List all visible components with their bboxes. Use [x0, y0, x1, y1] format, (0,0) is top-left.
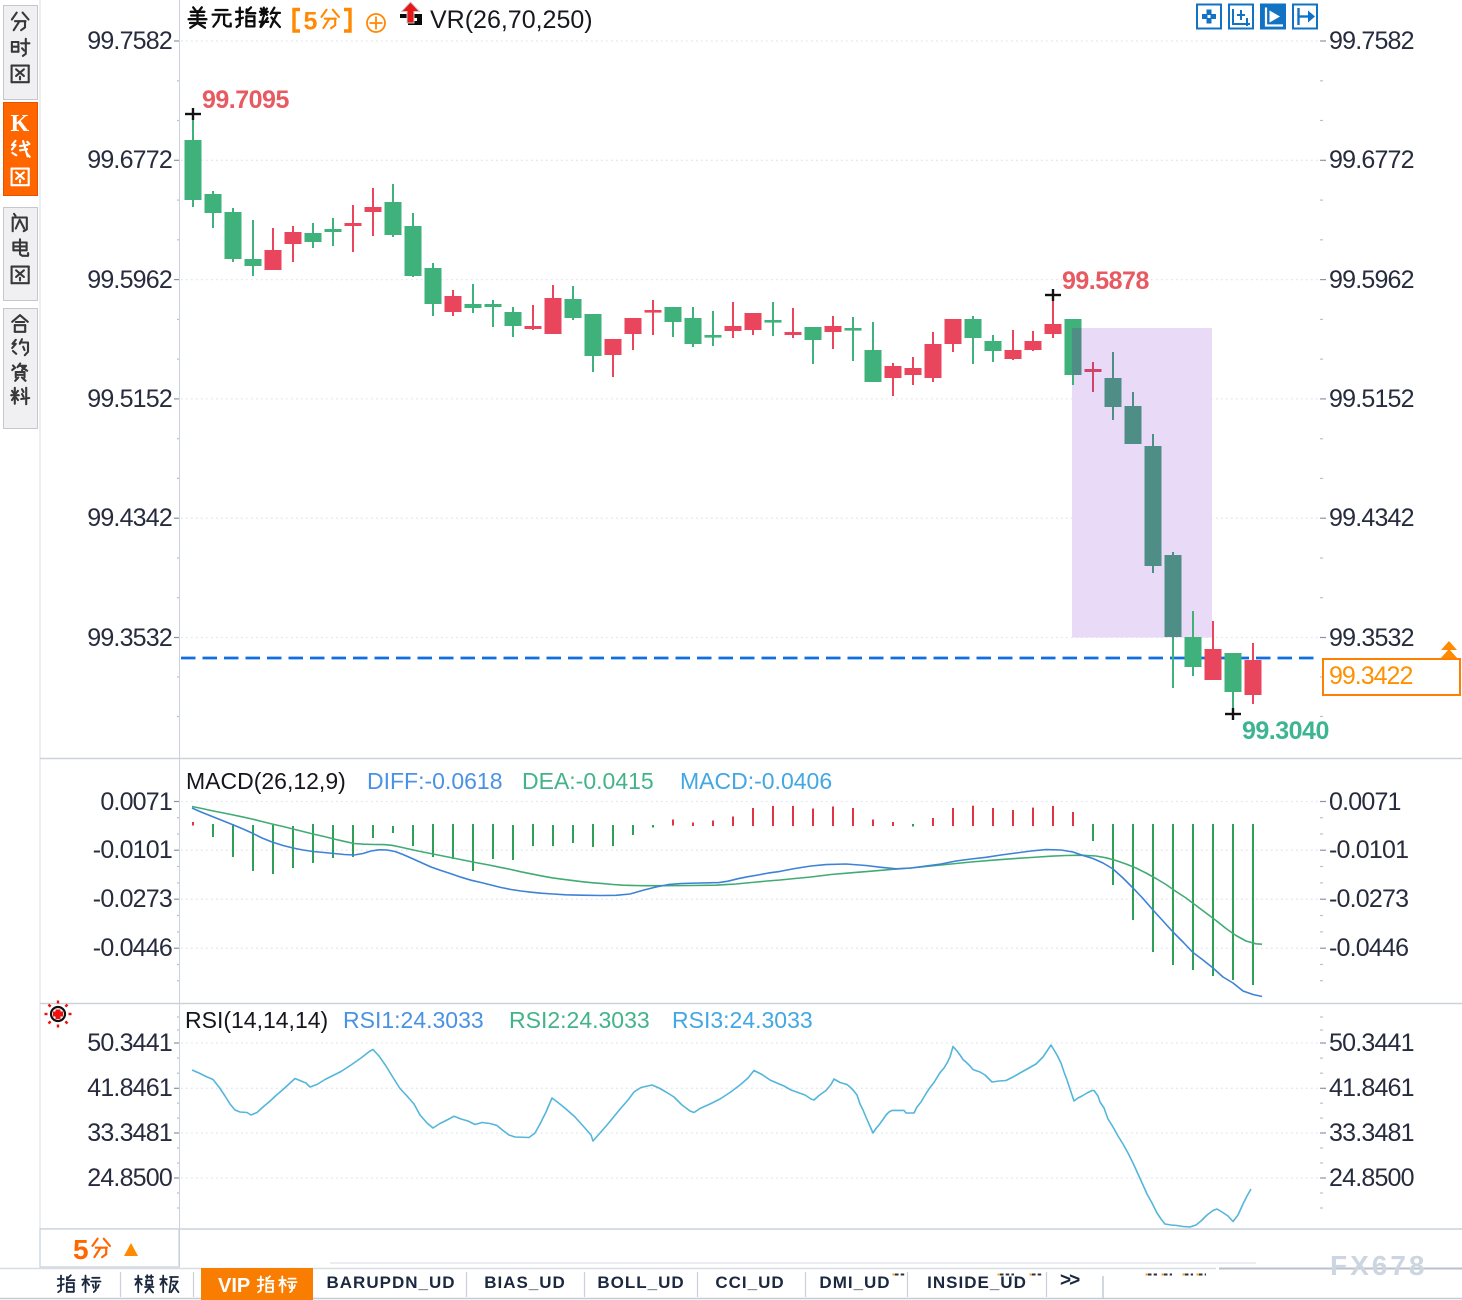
svg-text:VIP: VIP: [218, 1275, 250, 1297]
svg-text:5: 5: [304, 8, 318, 36]
svg-text:5: 5: [73, 1234, 89, 1265]
svg-text:K: K: [11, 111, 30, 137]
